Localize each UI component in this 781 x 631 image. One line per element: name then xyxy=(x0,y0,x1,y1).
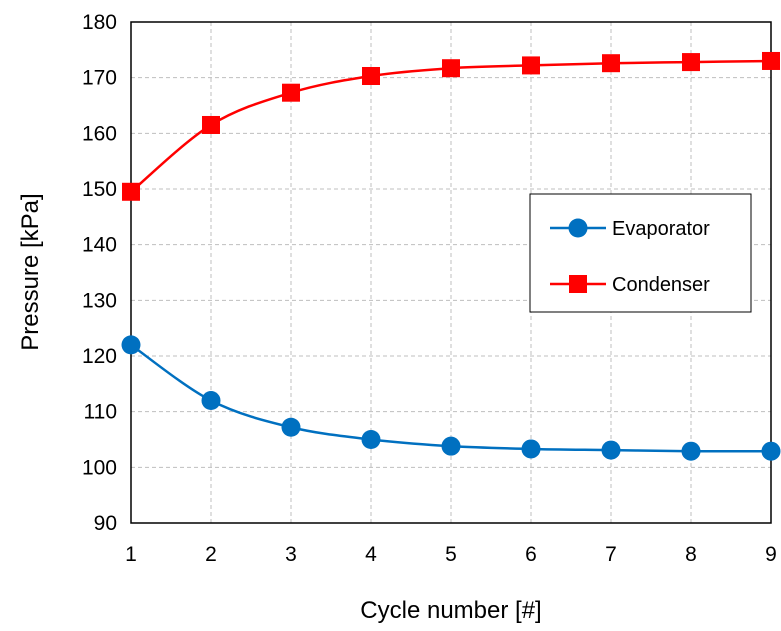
y-tick-label: 140 xyxy=(82,234,117,257)
y-tick-label: 100 xyxy=(82,456,117,479)
y-tick-label: 180 xyxy=(82,11,117,34)
data-point-evaporator xyxy=(761,441,781,461)
data-point-evaporator xyxy=(601,440,621,460)
y-tick-label: 160 xyxy=(82,122,117,145)
y-tick-label: 130 xyxy=(82,289,117,312)
data-point-evaporator xyxy=(201,391,221,411)
data-point-evaporator xyxy=(441,436,461,456)
legend: Evaporator Condenser xyxy=(529,193,752,313)
x-tick-label: 3 xyxy=(285,543,297,566)
y-tick-label: 90 xyxy=(94,512,117,535)
x-tick-label: 2 xyxy=(205,543,217,566)
x-axis-title: Cycle number [#] xyxy=(360,597,541,624)
data-point-condenser xyxy=(762,51,780,70)
data-point-condenser xyxy=(442,59,460,78)
x-tick-label: 7 xyxy=(605,543,617,566)
data-point-condenser xyxy=(522,56,540,75)
x-tick-label: 1 xyxy=(125,543,137,566)
data-point-condenser xyxy=(682,53,700,72)
legend-marker-evaporator xyxy=(568,218,588,238)
legend-label-condenser: Condenser xyxy=(612,274,710,296)
legend-box xyxy=(529,193,752,313)
y-tick-label: 150 xyxy=(82,178,117,201)
y-tick-label: 120 xyxy=(82,345,117,368)
series-layer xyxy=(121,51,781,461)
y-tick-label: 170 xyxy=(82,67,117,90)
x-tick-label: 5 xyxy=(445,543,457,566)
data-point-condenser xyxy=(122,182,140,201)
tick-labels: 90 100 110 120 130 140 150 160 170 180 1 2 3 4 5 6 7 8 9 xyxy=(82,11,777,566)
y-tick-label: 110 xyxy=(84,401,117,424)
x-tick-label: 6 xyxy=(525,543,537,566)
data-point-condenser xyxy=(602,54,620,73)
data-point-evaporator xyxy=(681,441,701,461)
data-point-condenser xyxy=(202,115,220,134)
data-point-condenser xyxy=(362,66,380,85)
plot-area-border xyxy=(130,21,772,524)
legend-label-evaporator: Evaporator xyxy=(612,218,710,240)
data-point-evaporator xyxy=(121,335,141,355)
x-tick-label: 8 xyxy=(685,543,697,566)
data-point-evaporator xyxy=(361,430,381,449)
x-tick-label: 4 xyxy=(365,543,377,566)
data-point-evaporator xyxy=(521,439,541,459)
x-tick-label: 9 xyxy=(765,543,777,566)
data-point-condenser xyxy=(282,83,300,102)
legend-marker-condenser xyxy=(569,275,587,293)
data-point-evaporator xyxy=(281,417,301,437)
y-axis-title: Pressure [kPa] xyxy=(17,193,44,350)
